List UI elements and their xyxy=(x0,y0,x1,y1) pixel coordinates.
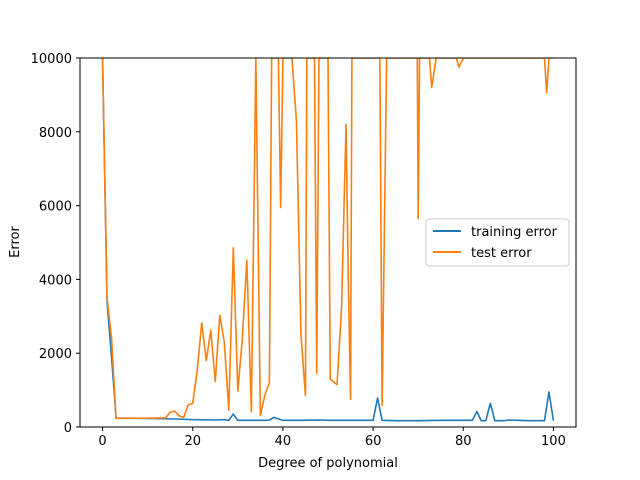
x-tick-label: 0 xyxy=(98,434,106,449)
x-tick-label: 40 xyxy=(275,434,292,449)
legend-label-training-error: training error xyxy=(471,225,558,240)
series-line-test-error xyxy=(101,58,554,420)
y-tick-label: 2000 xyxy=(39,347,72,362)
x-tick-label: 20 xyxy=(184,434,201,449)
y-tick-label: 0 xyxy=(64,421,72,436)
x-tick-label: 100 xyxy=(541,434,566,449)
legend: training error test error xyxy=(425,218,570,267)
x-tick-label: 60 xyxy=(365,434,382,449)
series-line-training-error xyxy=(101,58,555,422)
y-tick-label: 10000 xyxy=(31,52,72,67)
plot-frame xyxy=(79,57,577,428)
y-tick-label: 8000 xyxy=(39,126,72,141)
y-axis-ticks: 0 2000 4000 6000 8000 10000 xyxy=(31,52,80,436)
y-tick-label: 4000 xyxy=(39,273,72,288)
x-axis-label: Degree of polynomial xyxy=(258,456,398,471)
y-tick-label: 6000 xyxy=(39,200,72,215)
y-axis-label: Error xyxy=(8,226,23,258)
legend-label-test-error: test error xyxy=(471,246,532,261)
legend-box xyxy=(425,218,570,267)
x-tick-label: 80 xyxy=(455,434,472,449)
series-layer xyxy=(101,58,555,422)
x-axis-ticks: 0 20 40 60 80 100 xyxy=(98,427,566,449)
